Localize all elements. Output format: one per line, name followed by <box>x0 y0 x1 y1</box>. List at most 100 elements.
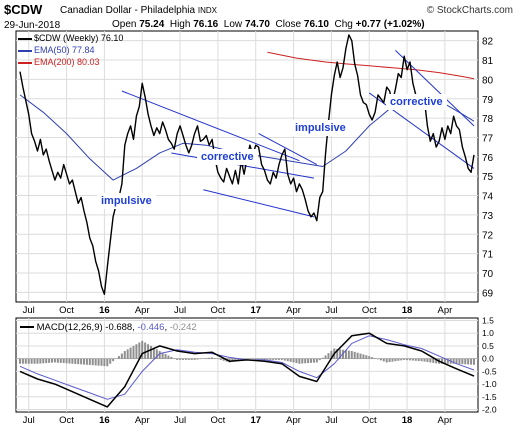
low-value: 74.70 <box>244 19 270 30</box>
price-y-tick-label: 82 <box>482 37 494 48</box>
macd-histogram-bar <box>347 350 350 359</box>
macd-histogram-bar <box>138 342 141 359</box>
macd-y-tick-label: -1.5 <box>482 392 497 402</box>
macd-histogram-bar <box>74 358 77 364</box>
legend-price-swatch <box>18 37 32 40</box>
macd-histogram-bar <box>443 358 446 364</box>
macd-y-tick-label: -0.5 <box>482 366 497 376</box>
macd-histogram-bar <box>77 358 80 365</box>
macd-histogram-bar <box>51 358 54 363</box>
macd-histogram-bar <box>432 358 435 363</box>
macd-x-tick-label: 16 <box>99 415 110 426</box>
macd-histogram-bar <box>307 358 310 364</box>
macd-histogram-bar <box>164 353 167 359</box>
trendline-4 <box>258 133 318 166</box>
price-x-tick-label: Oct <box>211 305 226 316</box>
macd-histogram-bar <box>473 358 475 365</box>
macd-histogram-bar <box>321 357 324 359</box>
macd-histogram-bar <box>45 358 48 364</box>
price-y-tick-label: 74 <box>482 192 494 203</box>
price-x-tick-label: Apr <box>437 305 452 316</box>
instrument-name: Canadian Dollar - Philadelphia INDX <box>60 5 217 16</box>
price-x-tick-label: Oct <box>59 305 74 316</box>
macd-histogram-bar <box>318 358 321 361</box>
macd-x-tick-label: Oct <box>59 415 74 426</box>
macd-legend-hist: -0.242 <box>169 322 197 333</box>
macd-histogram-bar <box>257 358 260 360</box>
macd-histogram-bar <box>59 358 62 363</box>
macd-line <box>19 332 475 408</box>
macd-histogram-bar <box>176 358 179 360</box>
macd-legend-swatch <box>20 326 34 329</box>
exchange-label: INDX <box>197 6 217 15</box>
macd-histogram-bar <box>190 358 193 360</box>
macd-histogram-bar <box>339 349 342 359</box>
macd-histogram-bar <box>362 354 365 359</box>
legend-ema200-text: EMA(200) 80.03 <box>34 57 100 67</box>
macd-histogram-bar <box>222 358 225 361</box>
macd-histogram-bar <box>312 358 315 363</box>
macd-histogram-bar <box>103 358 106 367</box>
macd-histogram-bar <box>193 358 196 360</box>
trendline-3 <box>203 189 315 218</box>
price-y-tick-label: 70 <box>482 269 494 280</box>
macd-histogram-bar <box>179 358 182 360</box>
chg-label: Chg <box>334 19 353 30</box>
macd-histogram-bar <box>219 358 222 360</box>
symbol-title: $CDW <box>4 2 43 17</box>
macd-histogram-bar <box>91 358 94 366</box>
instrument-name-text: Canadian Dollar - Philadelphia <box>60 5 196 16</box>
macd-y-tick-label: 1.0 <box>482 328 494 338</box>
macd-legend-label: MACD(12,26,9) <box>36 322 103 333</box>
close-label: Close <box>275 19 302 30</box>
price-y-tick-label: 76 <box>482 153 494 164</box>
macd-x-tick-label: Apr <box>135 415 150 426</box>
macd-histogram-bar <box>315 358 318 363</box>
macd-histogram-bar <box>68 358 71 364</box>
macd-histogram-bar <box>350 351 353 359</box>
macd-histogram-bar <box>269 358 272 360</box>
close-value: 76.10 <box>303 19 329 30</box>
macd-histogram-bar <box>21 358 24 364</box>
macd-histogram-bar <box>234 358 237 362</box>
macd-histogram-bar <box>187 358 190 360</box>
macd-histogram-bar <box>71 358 74 364</box>
macd-histogram-bar <box>208 357 211 359</box>
macd-histogram-bar <box>408 358 411 361</box>
price-x-tick-label: Apr <box>135 305 150 316</box>
macd-histogram-bar <box>455 358 458 364</box>
macd-histogram-bar <box>388 358 391 363</box>
macd-histogram-bar <box>336 348 339 359</box>
chg-value: +0.77 (+1.02%) <box>355 19 425 30</box>
open-label: Open <box>112 19 137 30</box>
trendline-1 <box>121 90 300 162</box>
macd-histogram-bar <box>53 358 56 363</box>
macd-histogram-bar <box>272 358 275 360</box>
macd-histogram-bar <box>19 358 21 364</box>
macd-histogram-bar <box>440 358 443 364</box>
macd-histogram-bar <box>97 358 100 366</box>
macd-histogram-bar <box>292 358 295 363</box>
macd-histogram-bar <box>286 358 289 362</box>
macd-histogram-bar <box>88 358 91 365</box>
macd-histogram-bar <box>263 358 266 360</box>
price-x-tick-label: Jul <box>174 305 186 316</box>
macd-histogram-bar <box>27 358 30 364</box>
legend-ema50: EMA(50) 77.84 <box>18 45 95 55</box>
macd-legend-signal: -0.446 <box>137 322 165 333</box>
macd-histogram-bar <box>123 351 126 359</box>
legend-price: $CDW (Weekly) 76.10 <box>18 33 123 43</box>
ohlc-readout: Open 75.24 High 76.16 Low 74.70 Close 76… <box>112 19 425 30</box>
price-y-tick-label: 75 <box>482 172 494 183</box>
macd-histogram-bar <box>30 358 33 364</box>
macd-histogram-bar <box>411 358 414 361</box>
macd-histogram-bar <box>112 358 115 362</box>
macd-histogram-bar <box>403 358 406 360</box>
macd-histogram-bar <box>275 358 278 360</box>
macd-histogram-bar <box>464 358 467 365</box>
macd-histogram-bar <box>426 358 429 363</box>
price-y-tick-label: 80 <box>482 75 494 86</box>
source-credit: © StockCharts.com <box>426 5 513 16</box>
macd-histogram-bar <box>80 358 83 365</box>
